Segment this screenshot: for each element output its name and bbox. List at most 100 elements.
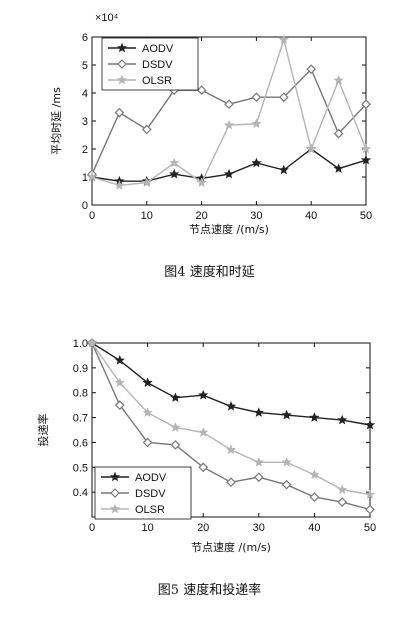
point-olsr (170, 422, 181, 432)
point-olsr (251, 118, 262, 129)
legend-label: OLSR (135, 504, 165, 516)
delivery-rate-chart: 0 10 20 30 40 50 0.4 0.5 0.6 0.7 0.8 0.9 1.0 节点速度 /(m… (36, 337, 376, 598)
point-aodv (170, 392, 181, 402)
legend-label: DSDV (142, 59, 173, 71)
point-olsr (198, 427, 209, 437)
point-aodv (364, 419, 376, 430)
point-dsdv (253, 472, 264, 483)
point-aodv (251, 157, 262, 168)
point-aodv (281, 409, 292, 420)
y-axis-label: 投递率 (36, 414, 50, 447)
legend-label: OLSR (142, 75, 172, 87)
point-dsdv (141, 124, 152, 135)
y-tick-label: 5 (82, 60, 88, 72)
y-tick-label: 0.9 (73, 363, 88, 375)
legend-marker (110, 488, 120, 498)
point-olsr (360, 143, 372, 154)
legend-marker (116, 74, 128, 85)
x-tick-label: 0 (89, 210, 95, 222)
point-olsr (141, 177, 152, 187)
point-olsr (281, 457, 292, 467)
point-aodv (309, 412, 320, 422)
point-dsdv (361, 99, 371, 110)
point-olsr (86, 337, 98, 348)
point-dsdv (278, 92, 289, 103)
series-line-aodv (91, 342, 371, 426)
x-tick-label: 40 (305, 210, 317, 222)
point-dsdv (251, 92, 262, 103)
point-olsr (306, 143, 317, 154)
point-aodv (223, 168, 235, 179)
y-exponent-label: ×10⁴ (95, 12, 119, 24)
x-tick-label: 50 (360, 210, 372, 222)
point-olsr (169, 157, 180, 168)
point-aodv (169, 168, 180, 179)
point-olsr (337, 484, 348, 494)
y-tick-label: 0.5 (73, 462, 88, 474)
point-dsdv (281, 479, 292, 490)
legend-marker (117, 59, 127, 69)
point-olsr (253, 457, 264, 467)
point-olsr (309, 469, 320, 480)
point-dsdv (114, 400, 125, 410)
x-tick-label: 20 (195, 210, 207, 222)
point-olsr (364, 489, 376, 499)
point-dsdv (365, 504, 375, 515)
y-tick-label: 0.8 (73, 388, 88, 400)
point-dsdv (224, 99, 234, 110)
point-aodv (114, 355, 125, 365)
point-aodv (333, 163, 344, 173)
point-dsdv (196, 85, 207, 96)
delay-chart: 0 10 20 30 40 50 0 1 2 3 4 5 6 ×10⁴ 节点速度 /(m/s) 平均时延 /m… (50, 12, 372, 280)
point-aodv (337, 414, 348, 425)
x-axis-label: 节点速度 /(m/s) (189, 222, 269, 236)
legend-marker (109, 503, 121, 514)
y-tick-label: 1.0 (73, 338, 88, 350)
point-dsdv (337, 497, 348, 507)
y-tick-label: 6 (82, 32, 88, 44)
x-tick-label: 0 (89, 522, 95, 534)
point-olsr (86, 171, 98, 182)
legend-label: AODV (142, 43, 174, 55)
point-aodv (198, 389, 209, 400)
point-aodv (360, 154, 372, 165)
x-tick-label: 10 (141, 522, 153, 534)
point-dsdv (226, 477, 236, 488)
point-olsr (114, 377, 125, 388)
x-tick-label: 50 (364, 522, 376, 534)
point-aodv (142, 377, 153, 388)
y-tick-label: 3 (82, 116, 88, 128)
point-dsdv (333, 128, 344, 139)
point-olsr (333, 75, 344, 85)
point-olsr (223, 119, 235, 130)
point-dsdv (198, 462, 209, 473)
y-tick-label: 0.7 (73, 413, 88, 425)
legend-label: AODV (135, 472, 167, 484)
y-tick-label: 4 (82, 88, 88, 100)
y-axis-label: 平均时延 /ms (50, 87, 63, 155)
legend-marker (109, 471, 121, 482)
plot-frame (91, 342, 371, 518)
point-olsr (114, 180, 125, 190)
x-tick-label: 20 (197, 522, 209, 534)
point-dsdv (114, 107, 125, 118)
y-tick-label: 0.6 (73, 437, 88, 449)
point-olsr (196, 177, 207, 187)
point-dsdv (309, 492, 320, 502)
x-tick-label: 30 (253, 522, 265, 534)
x-tick-label: 40 (308, 522, 320, 534)
y-tick-label: 0 (82, 200, 88, 212)
point-olsr (225, 444, 237, 455)
point-dsdv (306, 64, 317, 75)
x-tick-label: 10 (141, 210, 153, 222)
point-olsr (142, 407, 153, 417)
y-tick-label: 0.4 (73, 487, 88, 499)
legend-label: DSDV (135, 488, 166, 500)
legend-marker (116, 42, 128, 53)
y-tick-label: 2 (82, 144, 88, 156)
point-aodv (253, 407, 264, 417)
x-tick-label: 30 (250, 210, 262, 222)
figure-caption: 图4 速度和时延 (164, 264, 254, 280)
point-dsdv (170, 440, 181, 450)
